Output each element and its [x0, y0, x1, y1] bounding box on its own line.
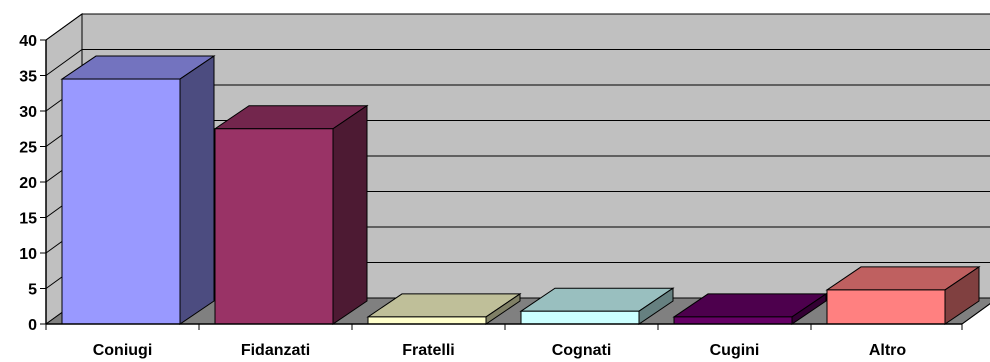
y-tick-label: 10 — [19, 246, 37, 263]
bar-altro — [827, 267, 979, 324]
x-tick-label: Fratelli — [402, 342, 454, 359]
bar-side — [333, 106, 367, 324]
y-axis: 0 5 10 15 20 25 30 35 40 — [19, 33, 46, 334]
y-tick-label: 20 — [19, 175, 37, 192]
y-tick-label: 25 — [19, 140, 37, 157]
bar-fidanzati — [215, 106, 367, 324]
x-tick-label: Fidanzati — [241, 342, 310, 359]
x-tick-label: Altro — [869, 342, 907, 359]
y-tick-label: 0 — [28, 317, 37, 334]
bar-coniugi — [62, 56, 214, 324]
bar-side — [180, 56, 214, 324]
bar-front — [368, 317, 486, 324]
bar-front — [521, 311, 639, 324]
y-tick-label: 15 — [19, 211, 37, 228]
y-tick-label: 35 — [19, 69, 37, 86]
x-tick-label: Cugini — [710, 342, 760, 359]
bar-front — [674, 317, 792, 324]
bar-front — [215, 129, 333, 324]
x-tick-label: Coniugi — [93, 342, 153, 359]
bar-front — [62, 79, 180, 324]
x-tick-label: Cognati — [552, 342, 612, 359]
y-tick-label: 40 — [19, 33, 37, 50]
y-tick-label: 5 — [28, 282, 37, 299]
bar-front — [827, 290, 945, 324]
y-tick-label: 30 — [19, 104, 37, 121]
